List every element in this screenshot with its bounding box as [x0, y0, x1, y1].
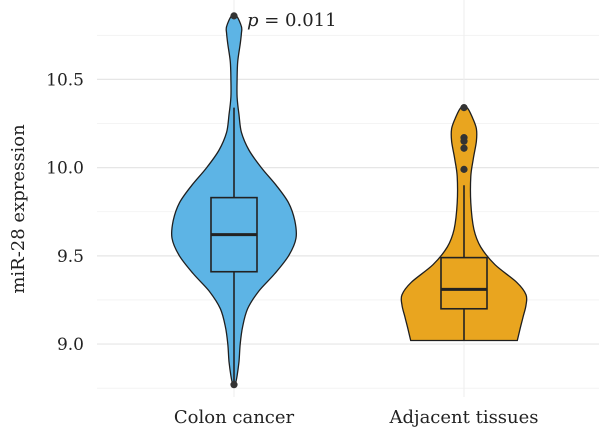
outlier-point-colon-cancer: [230, 12, 238, 20]
y-tick-label: 10.5: [46, 70, 84, 90]
boxplots: [210, 107, 488, 385]
plot-panel: [97, 0, 599, 397]
y-tick-label: 10.0: [46, 159, 84, 179]
x-tick-labels: Colon cancer Adjacent tissues: [174, 407, 539, 428]
p-value-text: = 0.011: [259, 10, 337, 31]
p-symbol: p: [247, 10, 259, 31]
outlier-points: [230, 12, 468, 389]
p-value-annotation: p = 0.011: [247, 10, 337, 31]
outlier-point-colon-cancer: [230, 381, 238, 389]
outlier-point-adjacent-tissues: [460, 104, 468, 112]
y-tick-labels: 9.0 9.5 10.0 10.5: [46, 70, 84, 355]
outlier-point-adjacent-tissues: [460, 137, 468, 145]
y-tick-label: 9.0: [57, 335, 84, 355]
y-tick-label: 9.5: [57, 247, 84, 267]
outlier-point-adjacent-tissues: [460, 165, 468, 173]
x-tick-label: Colon cancer: [174, 407, 295, 428]
y-axis-title: miR-28 expression: [8, 124, 29, 294]
outlier-point-adjacent-tissues: [460, 144, 468, 152]
x-tick-label: Adjacent tissues: [388, 407, 538, 428]
box-adjacent-tissues: [440, 256, 488, 310]
